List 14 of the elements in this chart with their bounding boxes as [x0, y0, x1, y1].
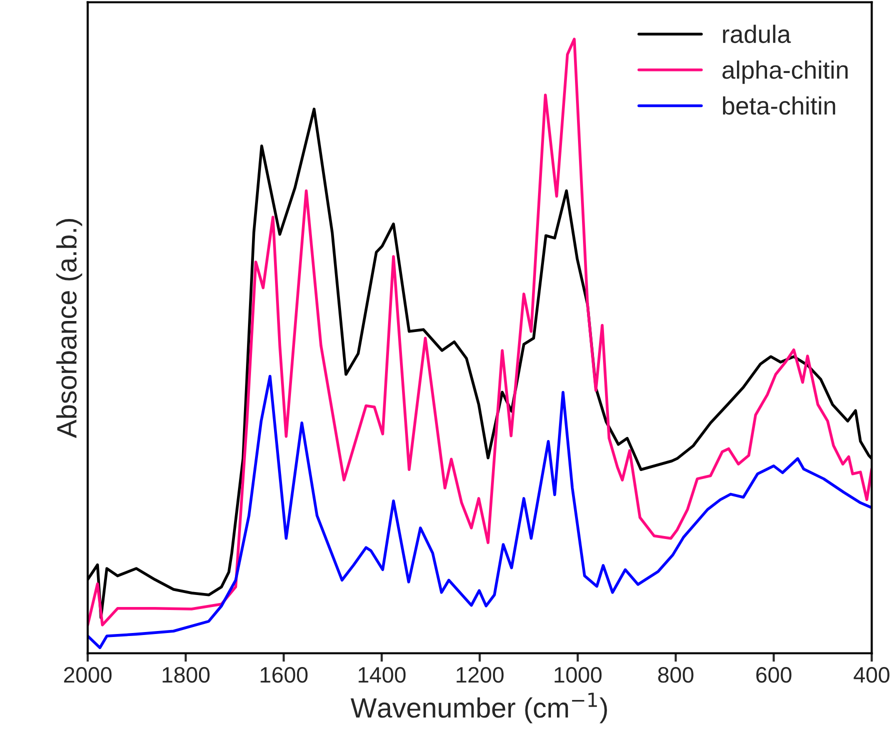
x-tick-label: 400: [854, 667, 890, 683]
x-tick-label: 1000: [554, 667, 602, 683]
x-axis-title: Wavenumber (cm$^{−1}$): [350, 692, 607, 724]
x-tick-label: 2000: [64, 667, 112, 683]
legend-label: alpha-chitin: [722, 60, 848, 84]
x-tick-label: 800: [658, 667, 694, 683]
x-tick-label: 1400: [358, 667, 406, 683]
x-tick-label: 1600: [260, 667, 308, 683]
x-tick-label: 1800: [162, 667, 210, 683]
legend-label: radula: [723, 24, 791, 44]
x-tick-label: 600: [756, 667, 792, 683]
x-tick-label: 1200: [456, 667, 504, 683]
y-axis-title: Absorbance (a.b.): [56, 219, 82, 438]
legend-label: beta-chitin: [722, 96, 836, 115]
